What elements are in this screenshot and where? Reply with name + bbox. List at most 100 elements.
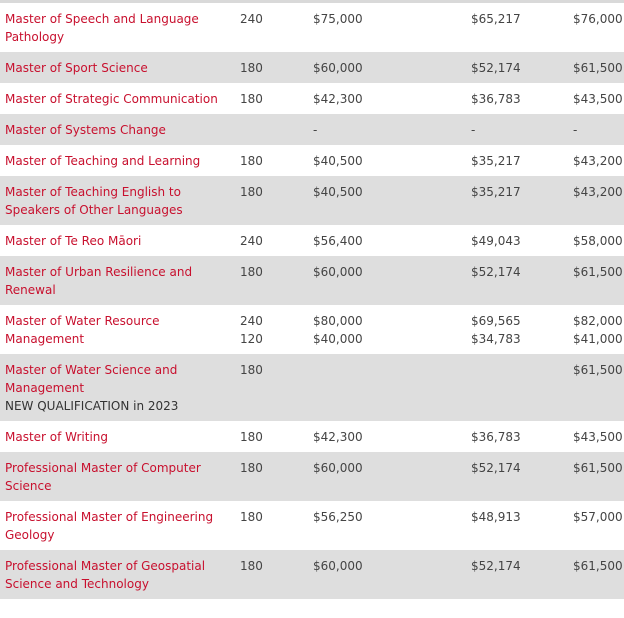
fee-cell: $40,500 — [305, 176, 462, 225]
cell-value: 180 — [240, 61, 263, 75]
table-row: Master of Teaching English to Speakers o… — [0, 176, 624, 225]
cell-value: $61,500 — [573, 559, 623, 573]
cell-value: $61,500 — [573, 461, 623, 475]
cell-value: $35,217 — [471, 185, 521, 199]
fee-cell-2: $69,565 $34,783 — [462, 305, 564, 354]
cell-value: - — [471, 123, 476, 137]
qualification-cell: Master of Systems Change — [0, 114, 237, 145]
cell-value: $52,174 — [471, 559, 521, 573]
fee-cell: $42,300 — [305, 421, 462, 452]
cell-value: 180 — [240, 430, 263, 444]
fee-cell: $60,000 — [305, 256, 462, 305]
table-row: Master of Urban Resilience and Renewal 18… — [0, 256, 624, 305]
fee-cell-2: $52,174 — [462, 52, 564, 83]
cell-value: $36,783 — [471, 430, 521, 444]
qualification-link[interactable]: Master of Water Science and Management — [5, 363, 178, 395]
cell-value: $40,500 — [313, 185, 363, 199]
cell-value: 180 — [240, 559, 263, 573]
cell-value: $65,217 — [471, 12, 521, 26]
cell-value: $82,000 — [573, 314, 623, 328]
table-row: Master of Strategic Communication 180 $42,… — [0, 83, 624, 114]
fee-cell-2: $49,043 — [462, 225, 564, 256]
fee-cell: $60,000 — [305, 550, 462, 599]
cell-value: - — [313, 123, 318, 137]
cell-value: $60,000 — [313, 559, 363, 573]
qualification-link[interactable]: Master of Water Resource Management — [5, 314, 160, 346]
fee-cell-2: $35,217 — [462, 176, 564, 225]
points-cell: 180 — [237, 52, 305, 83]
cell-value: 180 — [240, 185, 263, 199]
cell-value: $43,500 — [573, 92, 623, 106]
qualification-note: NEW QUALIFICATION in 2023 — [5, 399, 179, 413]
table-row: Master of Te Reo Māori 240 $56,400 $49,043 $… — [0, 225, 624, 256]
cell-value: 180 — [240, 363, 263, 377]
fee-cell-2: $36,783 — [462, 83, 564, 114]
qualification-link[interactable]: Master of Strategic Communication — [5, 92, 218, 106]
fee-cell-3: $43,500 — [564, 421, 624, 452]
points-cell: 180 — [237, 256, 305, 305]
fee-cell: $60,000 — [305, 452, 462, 501]
fee-cell-3: $61,500 — [564, 452, 624, 501]
table-row: Master of Writing 180 $42,300 $36,783 $43,50… — [0, 421, 624, 452]
cell-value: $60,000 — [313, 461, 363, 475]
cell-value: - — [573, 123, 578, 137]
qualification-cell: Professional Master of Geospatial Scienc… — [0, 550, 237, 599]
fee-cell-2: $36,783 — [462, 421, 564, 452]
cell-value: 180 — [240, 461, 263, 475]
qualification-link[interactable]: Master of Systems Change — [5, 123, 166, 137]
cell-value: $60,000 — [313, 61, 363, 75]
fee-cell: $80,000 $40,000 — [305, 305, 462, 354]
qualification-cell: Professional Master of Engineering Geolo… — [0, 501, 237, 550]
fee-cell: $56,250 — [305, 501, 462, 550]
points-cell: 180 — [237, 354, 305, 421]
cell-value: 240 — [240, 234, 263, 248]
fee-cell-3: - — [564, 114, 624, 145]
cell-value: $43,200 — [573, 185, 623, 199]
cell-value: $36,783 — [471, 92, 521, 106]
table-row: Master of Systems Change - - - — [0, 114, 624, 145]
qualification-link[interactable]: Professional Master of Geospatial Scienc… — [5, 559, 206, 591]
cell-value: $34,783 — [471, 332, 521, 346]
cell-value: $56,400 — [313, 234, 363, 248]
fee-cell-2: $65,217 — [462, 3, 564, 52]
fee-cell-2: $52,174 — [462, 256, 564, 305]
points-cell: 180 — [237, 83, 305, 114]
cell-value: $35,217 — [471, 154, 521, 168]
qualification-link[interactable]: Professional Master of Engineering Geolo… — [5, 510, 214, 542]
qualification-cell: Master of Urban Resilience and Renewal — [0, 256, 237, 305]
qualification-link[interactable]: Master of Speech and Language Pathology — [5, 12, 199, 44]
points-cell: 240 120 — [237, 305, 305, 354]
table-row: Master of Teaching and Learning 180 $40,50… — [0, 145, 624, 176]
cell-value: 120 — [240, 332, 263, 346]
fee-cell-3: $61,500 — [564, 550, 624, 599]
cell-value: $56,250 — [313, 510, 363, 524]
qualification-cell: Professional Master of Computer Science — [0, 452, 237, 501]
fee-cell: $60,000 — [305, 52, 462, 83]
cell-value: 240 — [240, 12, 263, 26]
fee-cell-2: $35,217 — [462, 145, 564, 176]
cell-value: $40,500 — [313, 154, 363, 168]
table-row: Professional Master of Geospatial Scienc… — [0, 550, 624, 599]
fee-cell-3: $57,000 — [564, 501, 624, 550]
cell-value: $75,000 — [313, 12, 363, 26]
fee-cell: - — [305, 114, 462, 145]
fee-cell — [305, 354, 462, 421]
table-row: Master of Speech and Language Pathology 2… — [0, 3, 624, 52]
qualification-link[interactable]: Master of Urban Resilience and Renewal — [5, 265, 193, 297]
qualification-cell: Master of Water Resource Management — [0, 305, 237, 354]
cell-value: $61,500 — [573, 265, 623, 279]
fee-cell-3: $61,500 — [564, 354, 624, 421]
qualification-link[interactable]: Master of Writing — [5, 430, 109, 444]
points-cell: 240 — [237, 3, 305, 52]
fees-table: Master of Speech and Language Pathology 2… — [0, 3, 624, 599]
qualification-link[interactable]: Professional Master of Computer Science — [5, 461, 201, 493]
fee-cell-3: $43,500 — [564, 83, 624, 114]
qualification-link[interactable]: Master of Teaching and Learning — [5, 154, 201, 168]
points-cell: 180 — [237, 145, 305, 176]
fee-cell-3: $82,000 $41,000 — [564, 305, 624, 354]
qualification-link[interactable]: Master of Sport Science — [5, 61, 148, 75]
qualification-link[interactable]: Master of Teaching English to Speakers o… — [5, 185, 183, 217]
cell-value: 180 — [240, 265, 263, 279]
cell-value: $52,174 — [471, 265, 521, 279]
qualification-link[interactable]: Master of Te Reo Māori — [5, 234, 142, 248]
